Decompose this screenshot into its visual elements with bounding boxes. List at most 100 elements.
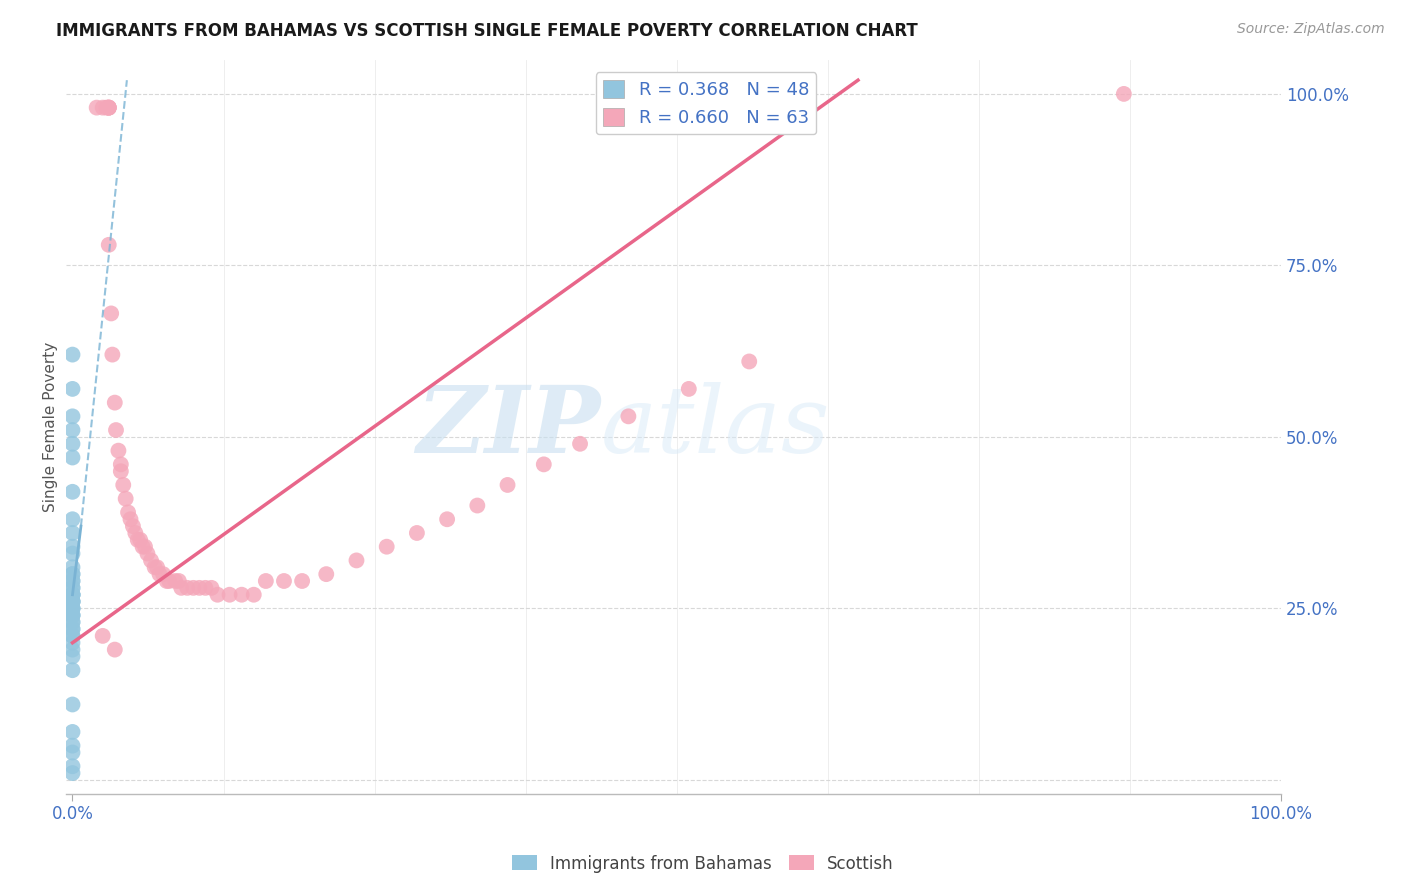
Point [273,574,295,588]
Point [62,629,84,643]
Point [86,101,108,115]
Point [62,547,84,561]
Point [62,601,84,615]
Point [62,512,84,526]
Legend: R = 0.368   N = 48, R = 0.660   N = 63: R = 0.368 N = 48, R = 0.660 N = 63 [596,72,817,135]
Point [738,354,761,368]
Point [114,491,136,506]
Point [62,567,84,582]
Point [146,560,169,574]
Point [62,574,84,588]
Legend: Immigrants from Bahamas, Scottish: Immigrants from Bahamas, Scottish [506,848,900,880]
Point [62,450,84,465]
Point [62,588,84,602]
Point [678,382,700,396]
Point [97,101,120,115]
Point [62,601,84,615]
Point [465,499,488,513]
Point [91,629,114,643]
Point [122,519,145,533]
Point [101,348,124,362]
Point [62,348,84,362]
Point [62,608,84,623]
Point [62,649,84,664]
Point [62,526,84,541]
Point [136,547,159,561]
Point [62,581,84,595]
Point [194,581,217,595]
Point [120,512,142,526]
Point [124,526,146,541]
Text: IMMIGRANTS FROM BAHAMAS VS SCOTTISH SINGLE FEMALE POVERTY CORRELATION CHART: IMMIGRANTS FROM BAHAMAS VS SCOTTISH SING… [56,22,918,40]
Point [127,533,149,547]
Point [62,567,84,582]
Point [176,581,198,595]
Point [117,505,139,519]
Point [110,464,132,478]
Point [62,608,84,623]
Point [617,409,640,424]
Point [62,725,84,739]
Point [231,588,253,602]
Point [112,478,135,492]
Point [533,458,555,472]
Point [62,588,84,602]
Point [62,594,84,608]
Point [242,588,264,602]
Point [62,746,84,760]
Point [143,560,166,574]
Point [62,629,84,643]
Point [156,574,179,588]
Point [375,540,398,554]
Point [200,581,222,595]
Point [62,588,84,602]
Point [148,567,170,582]
Point [62,622,84,636]
Point [165,574,187,588]
Point [134,540,156,554]
Point [62,574,84,588]
Point [183,581,205,595]
Point [97,101,120,115]
Point [62,698,84,712]
Point [346,553,368,567]
Point [97,101,120,115]
Point [62,759,84,773]
Point [62,636,84,650]
Point [62,642,84,657]
Point [569,437,592,451]
Point [62,581,84,595]
Point [104,395,127,409]
Point [436,512,458,526]
Point [97,237,120,252]
Point [62,437,84,451]
Point [62,560,84,574]
Point [167,574,190,588]
Point [62,484,84,499]
Point [110,458,132,472]
Point [62,409,84,424]
Point [131,540,153,554]
Point [100,306,122,320]
Point [62,739,84,753]
Point [62,601,84,615]
Text: atlas: atlas [600,382,831,472]
Point [62,766,84,780]
Point [62,594,84,608]
Point [315,567,337,582]
Text: ZIP: ZIP [416,382,600,472]
Point [188,581,211,595]
Point [62,382,84,396]
Point [62,594,84,608]
Point [1112,87,1135,101]
Point [97,101,120,115]
Point [62,540,84,554]
Point [139,553,162,567]
Point [62,423,84,437]
Point [104,642,127,657]
Point [207,588,229,602]
Point [62,608,84,623]
Point [254,574,277,588]
Point [107,443,129,458]
Text: Source: ZipAtlas.com: Source: ZipAtlas.com [1237,22,1385,37]
